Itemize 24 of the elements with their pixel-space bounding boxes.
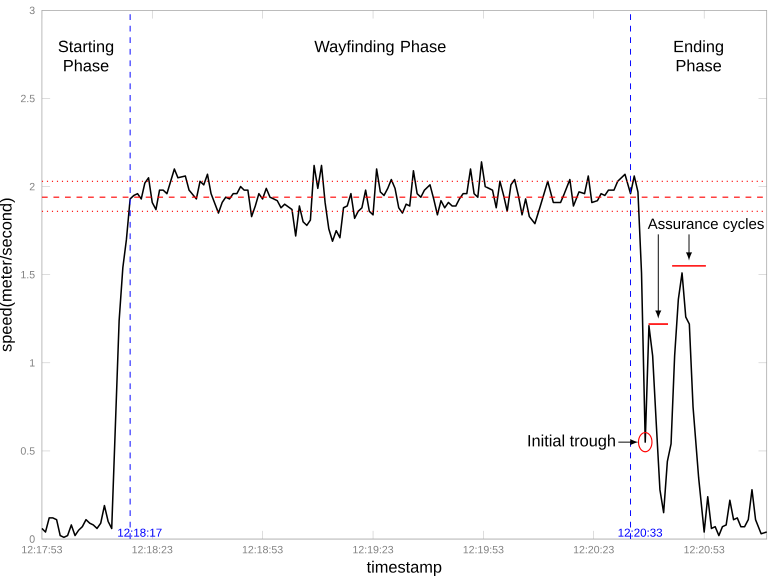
annotation: Initial trough — [528, 434, 615, 450]
y-tick-label: 3 — [30, 6, 35, 14]
x-axis-title: timestamp — [366, 560, 442, 576]
y-tick-label: 2 — [30, 182, 35, 190]
line-series — [41, 161, 768, 538]
annotation: Assurance cycles — [648, 218, 764, 232]
x-tick-label: 12:18:23 — [132, 546, 172, 554]
y-tick-label: 0 — [30, 535, 35, 543]
annotation: Starting Phase — [58, 40, 114, 72]
x-tick-label: 12:19:23 — [353, 546, 394, 554]
x-tick-label: 12:17:53 — [22, 546, 62, 554]
ref-line-label: 12:18:17 — [118, 528, 162, 537]
y-tick-label: 1.5 — [21, 271, 35, 278]
y-axis-title: speed(meter/second) — [0, 198, 15, 352]
x-tick-label: 12:18:53 — [242, 546, 283, 554]
annotation: Wayfinding Phase — [314, 40, 446, 56]
x-tick-label: 12:19:53 — [464, 546, 504, 554]
y-tick-label: 0.5 — [20, 447, 35, 455]
x-tick-label: 12:20:23 — [574, 546, 614, 554]
y-tick-label: 1 — [30, 359, 35, 366]
x-tick-label: 12:20:53 — [684, 546, 724, 554]
ref-line-label: 12:20:33 — [618, 528, 662, 537]
y-tick-label: 2.5 — [20, 94, 35, 102]
annotation: Ending Phase — [674, 40, 723, 72]
